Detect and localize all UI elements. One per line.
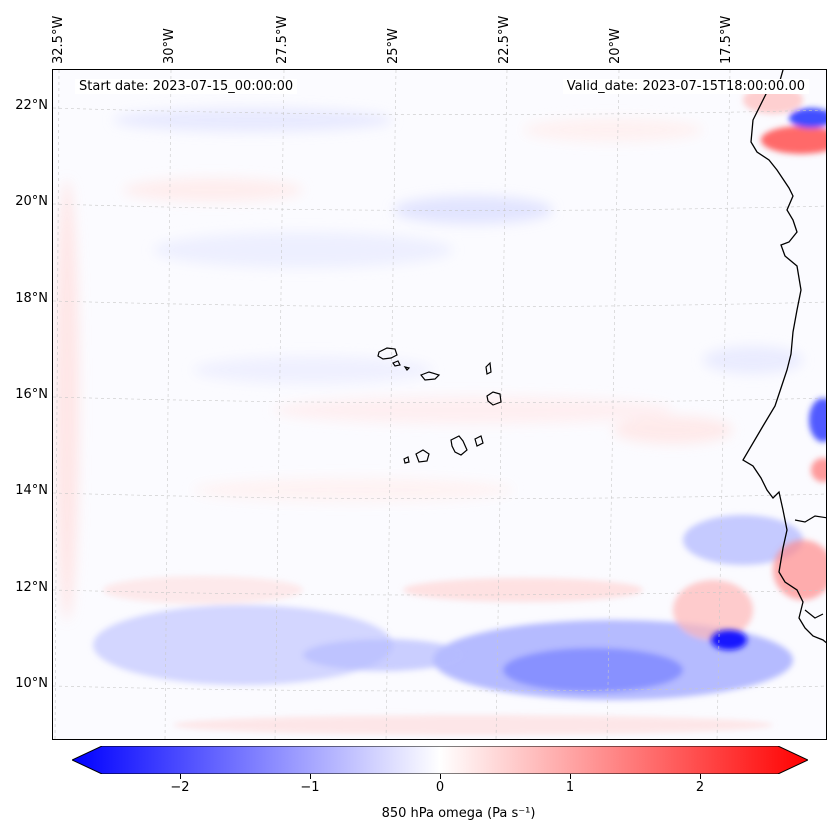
lon-label-32-5w: 32.5°W [51, 15, 66, 64]
colorbar-tick-mark [570, 774, 571, 779]
omega-field [53, 70, 826, 739]
lon-label-27-5w: 27.5°W [275, 15, 290, 64]
lat-label-14n: 14°N [15, 483, 48, 498]
lat-label-18n: 18°N [15, 291, 48, 306]
lon-label-30w: 30°W [162, 28, 177, 64]
colorbar-body [72, 746, 808, 774]
cape-verde-islands [377, 347, 502, 464]
colorbar-label: 850 hPa omega (Pa s⁻¹) [381, 806, 536, 821]
colorbar-tick-mark [180, 774, 181, 779]
lon-label-20w: 20°W [608, 28, 623, 64]
start-date-label: Start date: 2023-07-15_00:00:00 [75, 79, 298, 94]
lat-label-20n: 20°N [15, 194, 48, 209]
lat-label-12n: 12°N [15, 580, 48, 595]
lon-label-25w: 25°W [386, 28, 401, 64]
lon-label-22-5w: 22.5°W [497, 15, 512, 64]
colorbar-tick-label: 0 [435, 780, 445, 795]
african-coastline [742, 70, 826, 644]
colorbar-tick-label: 1 [565, 780, 575, 795]
lon-label-17-5w: 17.5°W [719, 15, 734, 64]
colorbar-tick-mark [700, 774, 701, 779]
lat-label-10n: 10°N [15, 676, 48, 691]
map-panel [52, 69, 827, 740]
valid-date-label: Valid_date: 2023-07-15T18:00:00.00 [562, 79, 809, 94]
colorbar-tick-label: −2 [170, 780, 190, 795]
lat-label-22n: 22°N [15, 98, 48, 113]
colorbar [72, 746, 808, 774]
colorbar-tick-mark [310, 774, 311, 779]
colorbar-tick-label: 2 [695, 780, 705, 795]
lat-label-16n: 16°N [15, 387, 48, 402]
colorbar-tick-label: −1 [300, 780, 320, 795]
colorbar-tick-mark [440, 774, 441, 779]
